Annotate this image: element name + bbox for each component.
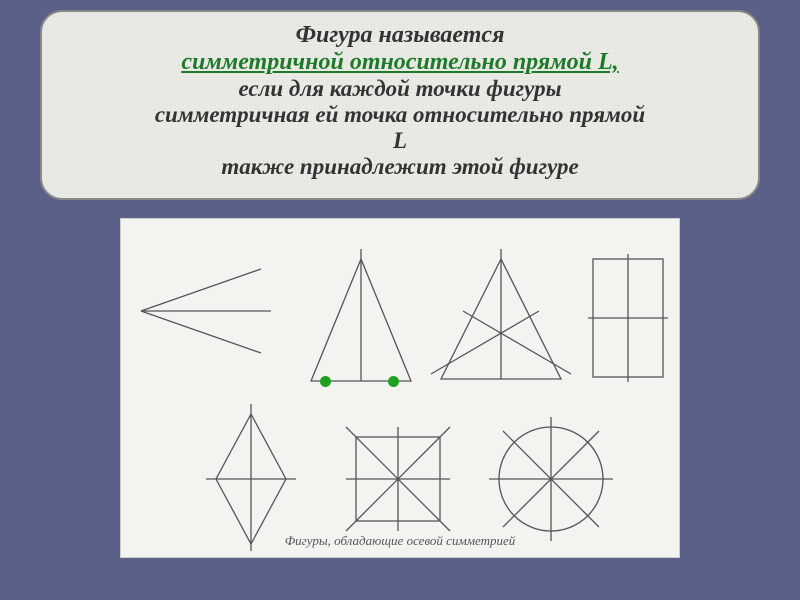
def-line-4: симметричная ей точка относительно прямо… bbox=[72, 102, 728, 128]
def-line-6: также принадлежит этой фигуре bbox=[72, 154, 728, 180]
def-line-2-accent: симметричной относительно прямой L, bbox=[72, 49, 728, 76]
marker-dot bbox=[388, 376, 399, 387]
symmetry-figures-panel: Фигуры, обладающие осевой симметрией bbox=[120, 218, 680, 558]
def-line-3: если для каждой точки фигуры bbox=[72, 76, 728, 102]
figure-caption: Фигуры, обладающие осевой симметрией bbox=[121, 533, 679, 549]
symmetry-figures-svg bbox=[121, 219, 681, 559]
definition-card: Фигура называется симметричной относител… bbox=[40, 10, 760, 200]
def-line-1: Фигура называется bbox=[72, 22, 728, 49]
def-line-5: L bbox=[72, 128, 728, 154]
marker-dot bbox=[320, 376, 331, 387]
